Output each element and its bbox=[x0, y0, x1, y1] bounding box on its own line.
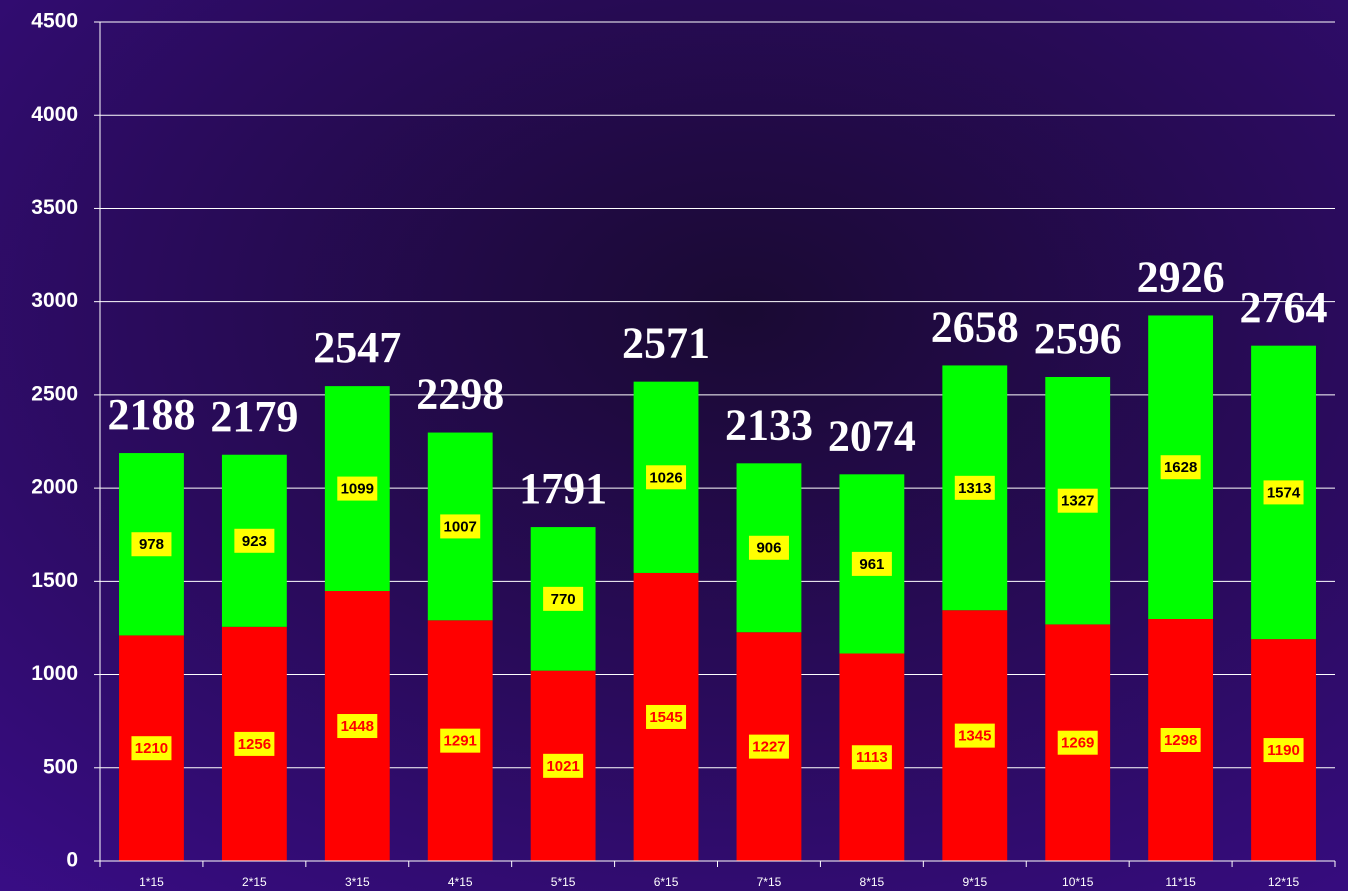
value-label: 1545 bbox=[649, 709, 682, 726]
value-label-box bbox=[1263, 738, 1304, 763]
value-label: 1007 bbox=[444, 518, 477, 535]
value-label-box bbox=[131, 532, 172, 557]
value-label-box bbox=[748, 734, 789, 759]
x-tick-label: 2*15 bbox=[242, 875, 267, 889]
x-tick-label: 4*15 bbox=[448, 875, 473, 889]
value-label: 1291 bbox=[444, 733, 477, 750]
total-label: 2188 bbox=[107, 390, 195, 439]
value-label: 906 bbox=[756, 540, 781, 557]
x-tick-label: 11*15 bbox=[1165, 875, 1196, 889]
value-label-box bbox=[851, 745, 892, 770]
x-tick-label: 12*15 bbox=[1268, 875, 1300, 889]
x-tick-label: 6*15 bbox=[654, 875, 679, 889]
value-label: 1021 bbox=[546, 758, 579, 775]
x-tick-label: 3*15 bbox=[345, 875, 370, 889]
value-label: 1190 bbox=[1267, 742, 1300, 759]
total-label: 2074 bbox=[828, 411, 916, 460]
value-label-box bbox=[131, 736, 172, 761]
value-label: 1099 bbox=[341, 481, 374, 498]
y-tick-label: 3000 bbox=[31, 289, 78, 312]
value-label-box bbox=[1160, 455, 1201, 480]
value-label-box bbox=[440, 514, 481, 539]
value-label: 1269 bbox=[1061, 735, 1094, 752]
value-label-box bbox=[234, 731, 275, 756]
value-label-box bbox=[1057, 730, 1098, 755]
value-label: 1448 bbox=[341, 718, 374, 735]
value-label-box bbox=[1263, 480, 1304, 505]
value-label: 1327 bbox=[1061, 493, 1094, 510]
total-label: 2133 bbox=[725, 400, 813, 449]
y-tick-label: 1500 bbox=[31, 569, 78, 592]
x-tick-label: 8*15 bbox=[860, 875, 885, 889]
value-label-box bbox=[440, 728, 481, 753]
y-tick-label: 4500 bbox=[31, 10, 78, 33]
total-label: 2547 bbox=[313, 323, 401, 372]
value-label: 1227 bbox=[752, 739, 785, 756]
total-label: 2596 bbox=[1034, 314, 1122, 363]
value-label: 770 bbox=[551, 591, 576, 608]
value-label-box bbox=[543, 753, 584, 778]
total-label: 2926 bbox=[1137, 253, 1225, 302]
value-label: 1345 bbox=[958, 728, 991, 745]
value-label-box bbox=[543, 586, 584, 611]
value-label-box bbox=[954, 475, 995, 500]
value-label: 1298 bbox=[1164, 732, 1197, 749]
x-tick-label: 10*15 bbox=[1062, 875, 1094, 889]
value-label-box bbox=[748, 535, 789, 560]
value-label: 923 bbox=[242, 533, 267, 550]
x-tick-label: 5*15 bbox=[551, 875, 576, 889]
value-label: 1210 bbox=[135, 740, 168, 757]
value-label-box bbox=[337, 476, 378, 501]
total-label: 2179 bbox=[210, 392, 298, 441]
y-tick-label: 1000 bbox=[31, 662, 78, 685]
total-label: 2764 bbox=[1240, 283, 1328, 332]
y-tick-label: 2500 bbox=[31, 382, 78, 405]
value-label: 961 bbox=[859, 556, 884, 573]
value-label-box bbox=[646, 704, 687, 729]
value-label-box bbox=[234, 528, 275, 553]
y-tick-label: 2000 bbox=[31, 476, 78, 499]
y-tick-label: 4000 bbox=[31, 103, 78, 126]
x-tick-label: 9*15 bbox=[962, 875, 987, 889]
y-tick-label: 3500 bbox=[31, 196, 78, 219]
x-tick-label: 7*15 bbox=[757, 875, 782, 889]
value-label: 1313 bbox=[958, 480, 991, 497]
x-tick-label: 1*15 bbox=[139, 875, 164, 889]
value-label: 1026 bbox=[649, 469, 682, 486]
value-label-box bbox=[851, 551, 892, 576]
value-label-box bbox=[646, 465, 687, 490]
value-label: 1256 bbox=[238, 736, 271, 753]
y-tick-label: 500 bbox=[43, 755, 78, 778]
value-label: 1574 bbox=[1267, 484, 1301, 501]
value-label: 978 bbox=[139, 536, 164, 553]
total-label: 2571 bbox=[622, 319, 710, 368]
y-tick-label: 0 bbox=[66, 849, 78, 872]
value-label: 1628 bbox=[1164, 459, 1197, 476]
value-label-box bbox=[1160, 727, 1201, 752]
total-label: 2298 bbox=[416, 370, 504, 419]
value-label-box bbox=[954, 723, 995, 748]
value-label: 1113 bbox=[856, 749, 888, 766]
value-label-box bbox=[337, 714, 378, 739]
total-label: 2658 bbox=[931, 303, 1019, 352]
total-label: 1791 bbox=[519, 464, 607, 513]
value-label-box bbox=[1057, 488, 1098, 513]
